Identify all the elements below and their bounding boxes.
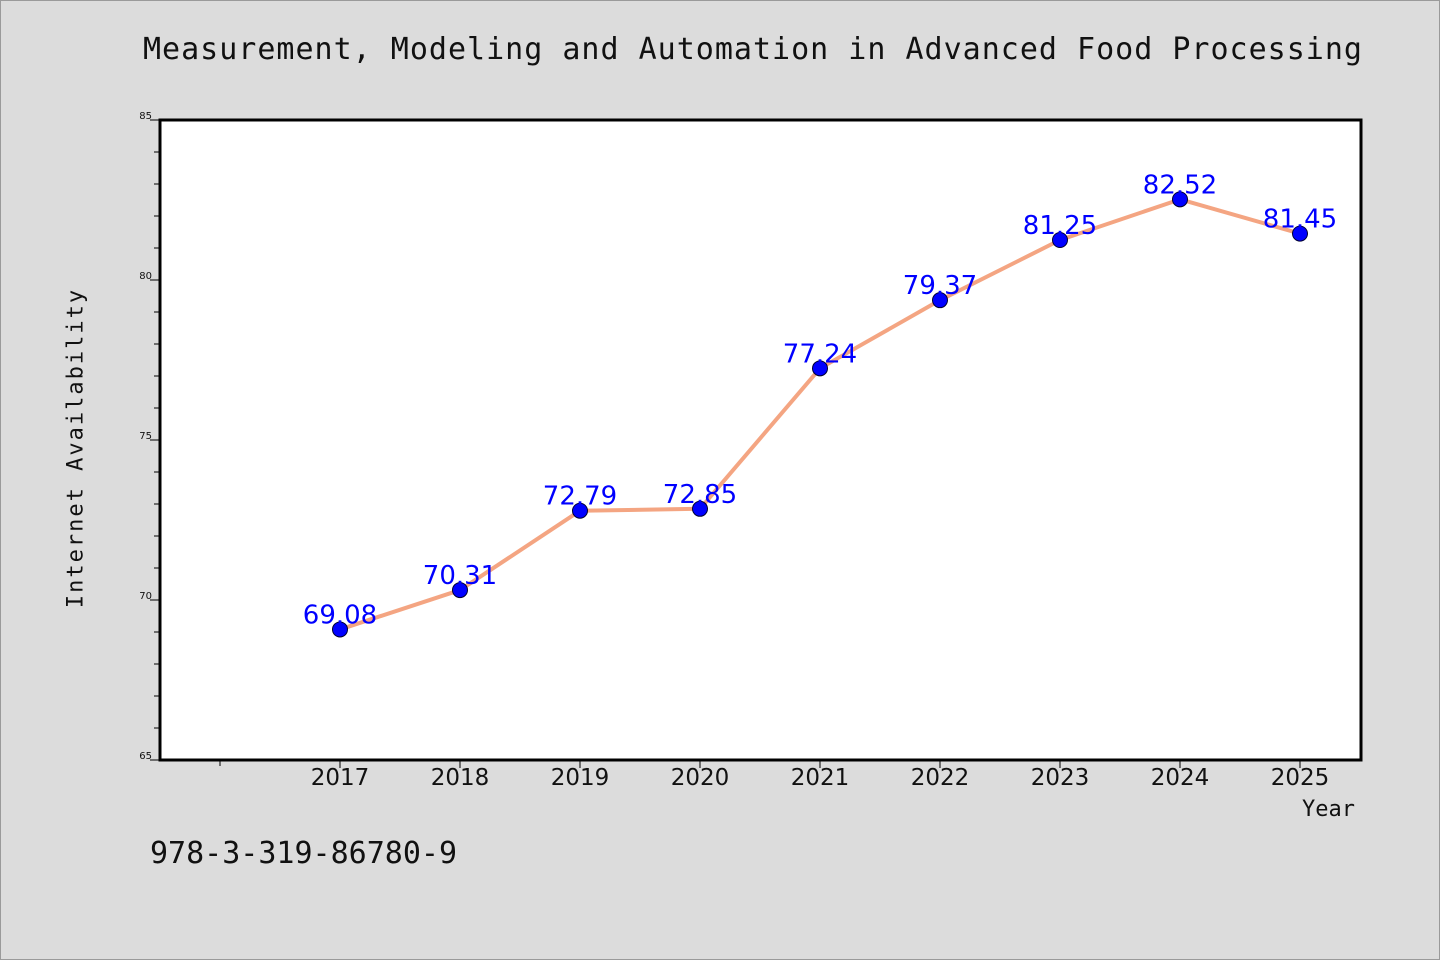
x-axis-label: Year	[1302, 797, 1355, 822]
data-point	[692, 500, 708, 517]
data-label: 81.25	[1023, 211, 1097, 241]
data-point	[332, 621, 348, 638]
data-label: 70.31	[423, 561, 497, 591]
data-point	[1172, 191, 1188, 208]
isbn-text: 978-3-319-86780-9	[150, 836, 458, 871]
x-tick-label: 2020	[671, 765, 730, 791]
data-label: 77.24	[783, 339, 857, 369]
x-tick-label: 2019	[551, 765, 610, 791]
x-tick-label: 2021	[791, 765, 850, 791]
data-label: 72.85	[663, 480, 737, 510]
data-label: 81.45	[1263, 205, 1337, 235]
x-tick-label: 2018	[431, 765, 490, 791]
y-tick-label: 70	[139, 591, 152, 602]
data-label: 79.37	[903, 271, 977, 301]
x-tick-label: 2024	[1151, 765, 1210, 791]
plot-border	[158, 118, 1363, 762]
data-label: 69.08	[303, 600, 377, 630]
data-point	[812, 360, 828, 377]
y-tick-label: 85	[139, 111, 152, 122]
data-point	[932, 292, 948, 309]
y-tick-label: 80	[139, 271, 152, 282]
data-label: 82.52	[1143, 170, 1217, 200]
data-point	[1052, 232, 1068, 248]
data-point	[452, 582, 468, 599]
x-tick-label: 2023	[1031, 765, 1090, 791]
x-tick-label: 2017	[311, 765, 370, 791]
data-point	[572, 502, 588, 519]
data-label: 72.79	[543, 482, 617, 512]
y-tick-label: 75	[139, 431, 152, 442]
x-tick-label: 2022	[911, 765, 970, 791]
x-tick-label: 2025	[1271, 765, 1330, 791]
y-tick-label: 65	[139, 751, 152, 762]
chart-title: Measurement, Modeling and Automation in …	[143, 32, 1363, 67]
data-point	[1292, 225, 1308, 242]
